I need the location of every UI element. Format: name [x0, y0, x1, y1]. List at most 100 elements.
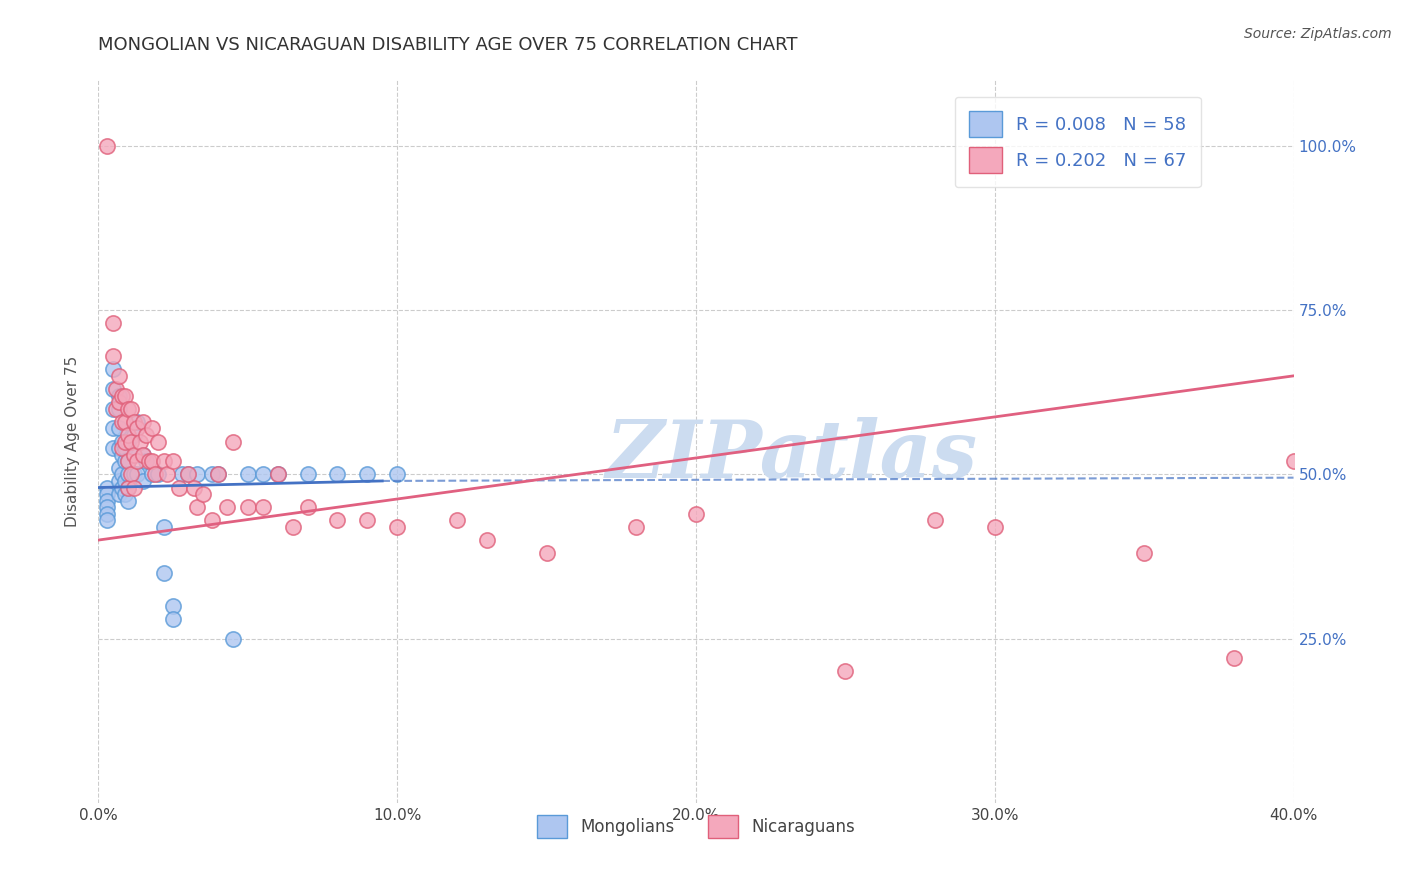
Point — [385, 520, 409, 534]
Point — [222, 434, 245, 449]
Point — [105, 382, 128, 396]
Point — [834, 665, 856, 679]
Point — [186, 467, 208, 482]
Legend: Mongolians, Nicaraguans: Mongolians, Nicaraguans — [530, 808, 862, 845]
Point — [135, 454, 157, 468]
Point — [924, 513, 946, 527]
Point — [117, 428, 139, 442]
Point — [326, 513, 349, 527]
Point — [96, 139, 118, 153]
Point — [207, 467, 229, 482]
Point — [626, 520, 648, 534]
Point — [446, 513, 468, 527]
Text: Source: ZipAtlas.com: Source: ZipAtlas.com — [1244, 27, 1392, 41]
Point — [103, 421, 125, 435]
Point — [183, 481, 205, 495]
Point — [201, 467, 224, 482]
Point — [120, 467, 142, 482]
Point — [117, 481, 139, 495]
Point — [475, 533, 498, 547]
Point — [114, 487, 136, 501]
Point — [236, 467, 259, 482]
Point — [297, 500, 319, 515]
Point — [172, 467, 194, 482]
Point — [162, 599, 184, 613]
Point — [281, 520, 304, 534]
Point — [108, 395, 131, 409]
Point — [103, 316, 125, 330]
Point — [124, 428, 146, 442]
Point — [105, 401, 128, 416]
Point — [177, 467, 200, 482]
Point — [132, 448, 155, 462]
Point — [108, 401, 131, 416]
Point — [117, 454, 139, 468]
Point — [108, 487, 131, 501]
Point — [111, 448, 134, 462]
Point — [114, 454, 136, 468]
Point — [127, 415, 149, 429]
Point — [103, 401, 125, 416]
Point — [1223, 651, 1246, 665]
Point — [96, 513, 118, 527]
Point — [124, 448, 146, 462]
Point — [111, 467, 134, 482]
Point — [111, 434, 134, 449]
Point — [103, 349, 125, 363]
Point — [536, 546, 558, 560]
Point — [135, 428, 157, 442]
Point — [267, 467, 290, 482]
Point — [162, 454, 184, 468]
Point — [96, 500, 118, 515]
Point — [96, 507, 118, 521]
Point — [148, 434, 170, 449]
Point — [111, 441, 134, 455]
Text: ZIPatlas: ZIPatlas — [606, 417, 977, 495]
Point — [215, 500, 238, 515]
Point — [201, 513, 224, 527]
Point — [685, 507, 707, 521]
Point — [191, 487, 214, 501]
Point — [356, 513, 378, 527]
Point — [153, 520, 176, 534]
Point — [117, 481, 139, 495]
Point — [1133, 546, 1156, 560]
Point — [120, 434, 142, 449]
Point — [114, 474, 136, 488]
Point — [984, 520, 1007, 534]
Point — [111, 481, 134, 495]
Point — [236, 500, 259, 515]
Point — [1402, 368, 1406, 383]
Point — [1282, 454, 1305, 468]
Point — [156, 467, 179, 482]
Point — [96, 487, 118, 501]
Point — [153, 566, 176, 580]
Point — [108, 388, 131, 402]
Y-axis label: Disability Age Over 75: Disability Age Over 75 — [65, 356, 80, 527]
Point — [252, 467, 274, 482]
Point — [141, 454, 163, 468]
Point — [138, 454, 160, 468]
Point — [141, 467, 163, 482]
Point — [108, 368, 131, 383]
Point — [96, 481, 118, 495]
Point — [114, 441, 136, 455]
Point — [103, 382, 125, 396]
Point — [326, 467, 349, 482]
Point — [117, 434, 139, 449]
Point — [117, 401, 139, 416]
Point — [129, 434, 152, 449]
Point — [124, 415, 146, 429]
Point — [117, 493, 139, 508]
Point — [108, 421, 131, 435]
Point — [141, 421, 163, 435]
Point — [120, 401, 142, 416]
Point — [252, 500, 274, 515]
Point — [114, 434, 136, 449]
Point — [127, 467, 149, 482]
Point — [222, 632, 245, 646]
Point — [153, 454, 176, 468]
Point — [103, 362, 125, 376]
Point — [108, 460, 131, 475]
Point — [117, 467, 139, 482]
